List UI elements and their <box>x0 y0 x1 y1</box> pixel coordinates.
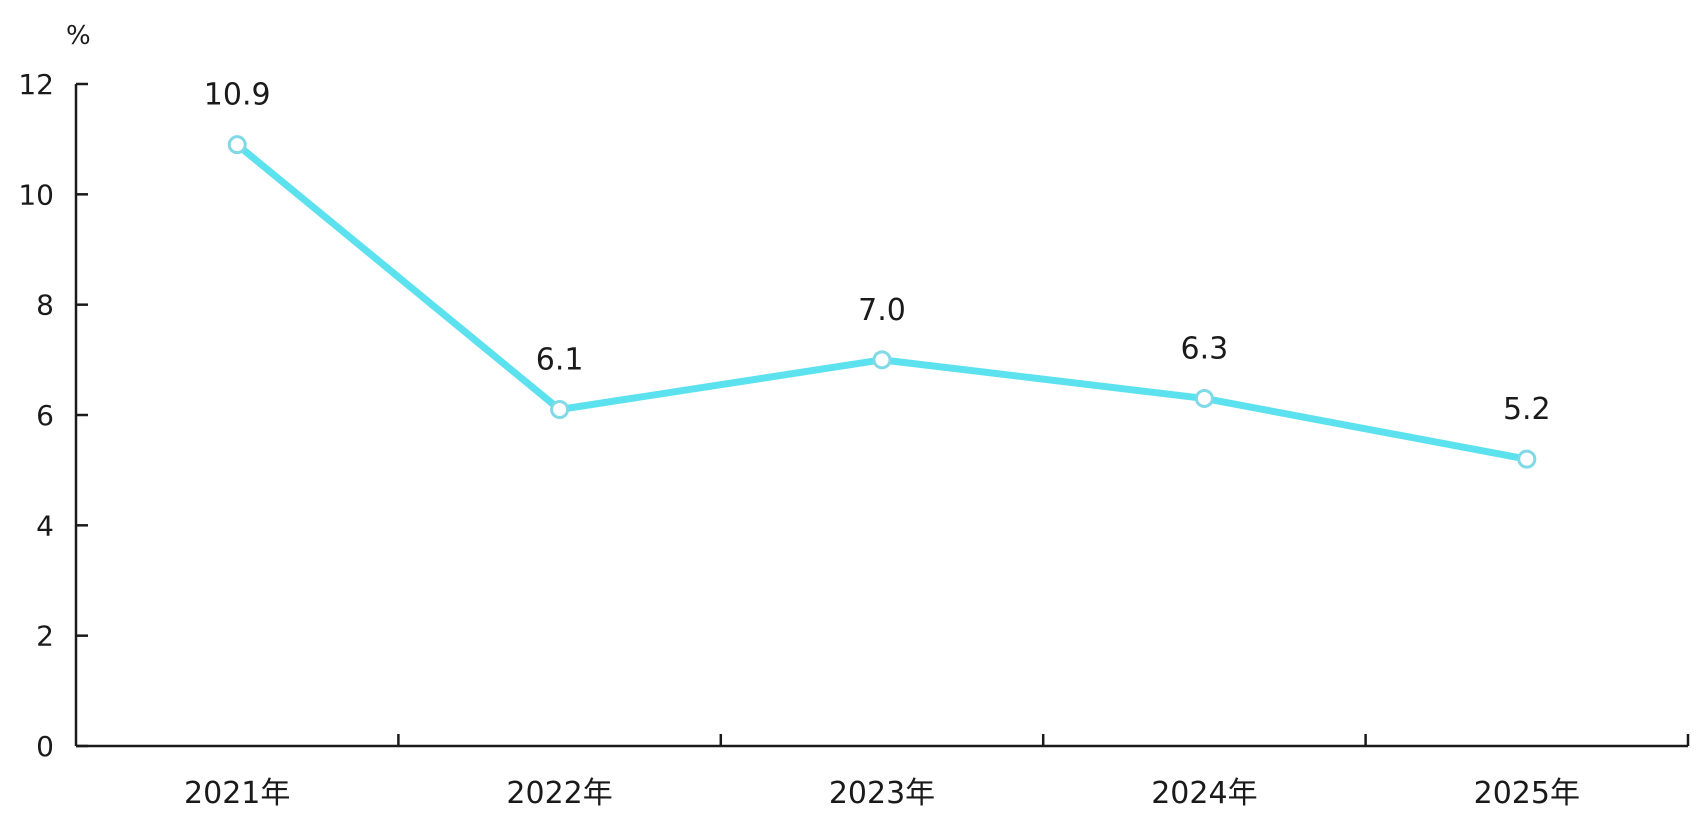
data-point <box>872 350 892 370</box>
data-point <box>1194 388 1214 408</box>
data-point <box>550 399 570 419</box>
y-tick-label: 8 <box>36 289 54 322</box>
y-tick-label: 6 <box>36 399 54 432</box>
x-tick-label: 2021年 <box>184 776 290 811</box>
data-label: 6.3 <box>1181 331 1229 366</box>
y-tick-label: 2 <box>36 620 54 653</box>
x-tick-label: 2024年 <box>1151 776 1257 811</box>
y-tick-label: 10 <box>18 178 54 211</box>
x-axis-ticks: 2021年 2022年 2023年 2024年 2025年 <box>184 734 1690 811</box>
y-tick-label: 4 <box>36 509 54 542</box>
x-tick-label: 2023年 <box>829 776 935 811</box>
data-point <box>227 135 247 155</box>
data-label: 7.0 <box>858 293 906 328</box>
y-unit-label: % <box>66 21 91 51</box>
x-tick-label: 2025年 <box>1474 776 1580 811</box>
data-labels: 10.9 6.1 7.0 6.3 5.2 <box>204 78 1551 427</box>
series-layer <box>227 135 1537 469</box>
axes <box>74 84 1688 748</box>
data-label: 6.1 <box>536 342 584 377</box>
y-axis-ticks: 0 2 4 6 8 10 12 <box>18 68 88 763</box>
x-tick-label: 2022年 <box>506 776 612 811</box>
data-point <box>1517 449 1537 469</box>
y-tick-label: 12 <box>18 68 54 101</box>
data-label: 5.2 <box>1503 392 1551 427</box>
data-label: 10.9 <box>204 78 271 113</box>
y-tick-label: 0 <box>36 730 54 763</box>
